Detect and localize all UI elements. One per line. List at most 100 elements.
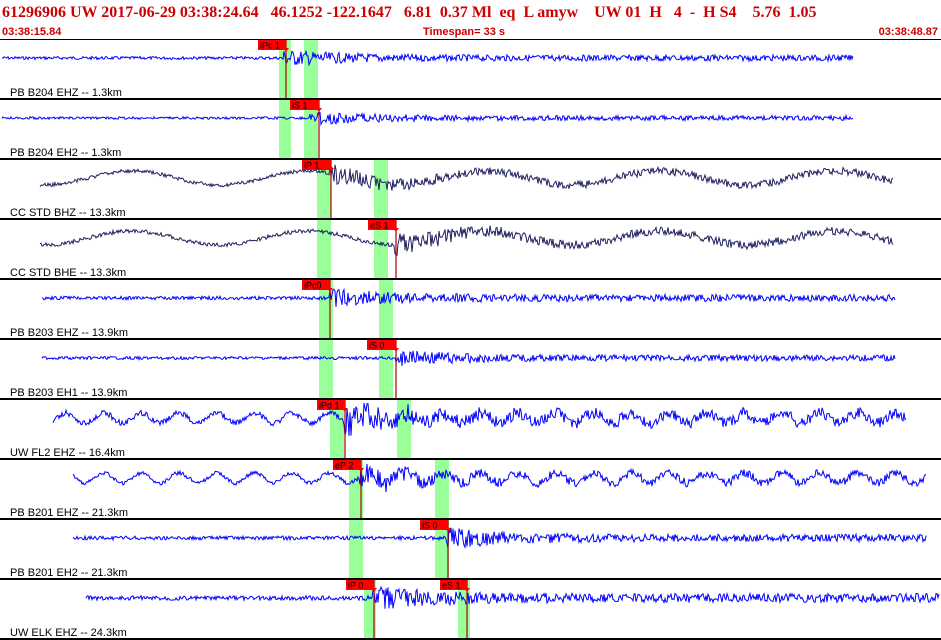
waveform-panel[interactable]: iP 1 CC STD BHZ -- 13.3km xyxy=(0,160,941,220)
header-bar: 61296906 UW 2017-06-29 03:38:24.64 46.12… xyxy=(0,0,941,40)
phase-window xyxy=(317,160,331,220)
channel-label: PB B204 EHZ -- 1.3km xyxy=(10,87,122,99)
waveform-trace xyxy=(39,225,894,257)
panel-divider xyxy=(0,398,941,400)
pick-flag[interactable] xyxy=(302,280,330,290)
waveform-svg: iPc 1 xyxy=(1,40,854,100)
pick-label: eP 2 xyxy=(335,461,353,471)
waveform-svg: eS 1 xyxy=(39,220,894,280)
pick-label: iS 1 xyxy=(292,101,308,111)
panel-divider xyxy=(0,578,941,580)
waveform-svg: eP 2 xyxy=(72,460,926,520)
waveform-trace xyxy=(1,111,854,127)
pick-flag[interactable] xyxy=(302,160,331,170)
header-divider xyxy=(0,39,941,40)
waveform-svg: iS 1 xyxy=(1,100,854,160)
panel-divider xyxy=(0,218,941,220)
panel-divider xyxy=(0,518,941,520)
waveform-svg: iP 1 xyxy=(39,160,894,220)
pick-marker-icon xyxy=(342,408,348,412)
pick-flag[interactable] xyxy=(420,520,448,530)
panel-divider xyxy=(0,338,941,340)
channel-label: PB B201 EH2 -- 21.3km xyxy=(10,567,128,579)
pick-marker-icon xyxy=(358,468,364,472)
phase-window xyxy=(319,340,333,400)
waveform-trace xyxy=(39,164,894,191)
waveform-svg: iS 0 xyxy=(41,340,896,400)
phase-window xyxy=(317,220,331,280)
waveform-svg: iP 0 eS 1 xyxy=(85,580,940,640)
channel-label: CC STD BHE -- 13.3km xyxy=(10,267,127,279)
waveform-panel[interactable]: iPd 1 UW FL2 EHZ -- 16.4km xyxy=(0,400,941,460)
waveform-trace xyxy=(72,527,927,549)
pick-label: iPd 1 xyxy=(319,401,340,411)
waveform-svg: iPd 1 xyxy=(52,400,907,460)
channel-label: PB B203 EH1 -- 13.9km xyxy=(10,387,128,399)
waveform-svg: iPc0 xyxy=(41,280,896,340)
pick-label: iS 0 xyxy=(422,521,438,531)
phase-window xyxy=(364,580,376,640)
waveform-trace xyxy=(72,463,926,493)
phase-window xyxy=(435,460,449,520)
channel-label: CC STD BHZ -- 13.3km xyxy=(10,207,126,219)
phase-window xyxy=(279,100,291,160)
phase-window xyxy=(304,100,318,160)
phase-window xyxy=(374,220,388,280)
phase-window xyxy=(279,40,291,100)
pick-flag[interactable] xyxy=(440,580,467,590)
waveform-panel[interactable]: iP 0 eS 1 UW ELK EHZ -- 24.3km xyxy=(0,580,941,640)
panel-divider xyxy=(0,158,941,160)
pick-flag[interactable] xyxy=(258,40,286,50)
waveform-trace xyxy=(85,585,940,609)
pick-marker-icon xyxy=(283,48,289,52)
waveform-panel[interactable]: eP 2 PB B201 EHZ -- 21.3km xyxy=(0,460,941,520)
pick-marker-icon xyxy=(371,588,377,592)
phase-window xyxy=(330,400,344,460)
pick-flag[interactable] xyxy=(290,100,319,110)
pick-label: eS 1 xyxy=(370,221,389,231)
pick-marker-icon xyxy=(464,588,470,592)
start-time: 03:38:15.84 xyxy=(2,26,62,38)
phase-window xyxy=(379,280,393,340)
pick-flag[interactable] xyxy=(333,460,361,470)
waveform-panel[interactable]: iPc 1 PB B204 EHZ -- 1.3km xyxy=(0,40,941,100)
phase-window xyxy=(379,340,393,400)
pick-flag[interactable] xyxy=(317,400,345,410)
waveform-panel[interactable]: eS 1 CC STD BHE -- 13.3km xyxy=(0,220,941,280)
pick-marker-icon xyxy=(393,228,399,232)
waveform-panel[interactable]: iS 0 PB B201 EH2 -- 21.3km xyxy=(0,520,941,580)
channel-label: PB B204 EH2 -- 1.3km xyxy=(10,147,122,159)
waveform-trace xyxy=(52,402,907,436)
pick-label: eS 1 xyxy=(442,581,461,591)
pick-marker-icon xyxy=(316,108,322,112)
timespan-label: Timespan= 33 s xyxy=(423,26,506,38)
phase-window xyxy=(349,460,363,520)
waveform-panel[interactable]: iS 0 PB B203 EH1 -- 13.9km xyxy=(0,340,941,400)
waveform-panel[interactable]: iS 1 PB B204 EH2 -- 1.3km xyxy=(0,100,941,160)
panel-divider xyxy=(0,458,941,460)
pick-marker-icon xyxy=(393,348,399,352)
pick-flag[interactable] xyxy=(346,580,374,590)
pick-flag[interactable] xyxy=(367,340,396,350)
panel-divider xyxy=(0,278,941,280)
phase-window xyxy=(397,400,411,460)
waveform-panel[interactable]: iPc0 PB B203 EHZ -- 13.9km xyxy=(0,280,941,340)
event-title: 61296906 UW 2017-06-29 03:38:24.64 46.12… xyxy=(2,4,817,21)
phase-window xyxy=(435,520,449,580)
channel-label: UW FL2 EHZ -- 16.4km xyxy=(10,447,125,459)
end-time: 03:38:48.87 xyxy=(878,26,938,38)
pick-marker-icon xyxy=(327,288,333,292)
waveform-trace xyxy=(41,287,896,307)
phase-window xyxy=(304,40,318,100)
pick-label: iPc 1 xyxy=(260,41,280,51)
pick-flag[interactable] xyxy=(368,220,396,230)
channel-label: PB B203 EHZ -- 13.9km xyxy=(10,327,128,339)
waveform-svg: iS 0 xyxy=(72,520,927,580)
phase-window xyxy=(349,520,363,580)
pick-label: iS 0 xyxy=(369,341,385,351)
panel-divider xyxy=(0,638,941,640)
panel-divider xyxy=(0,98,941,100)
pick-label: iP 0 xyxy=(348,581,363,591)
channel-label: UW ELK EHZ -- 24.3km xyxy=(10,627,127,639)
phase-window xyxy=(374,160,388,220)
